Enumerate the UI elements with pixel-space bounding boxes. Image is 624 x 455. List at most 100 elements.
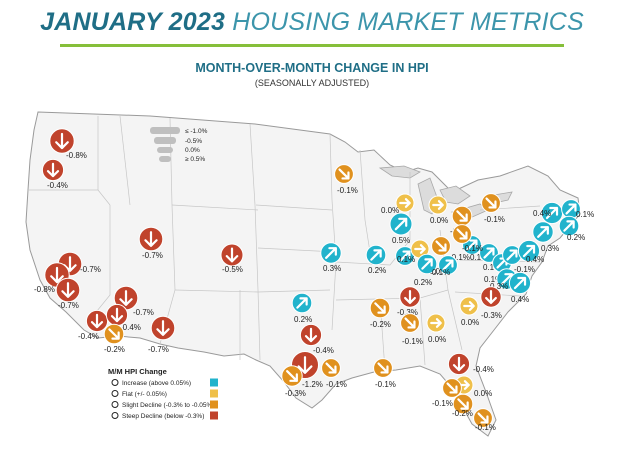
market-value-label: -0.1% <box>475 423 496 432</box>
market-marker <box>321 358 341 378</box>
market-marker <box>426 313 446 333</box>
marker-arrow-icon <box>108 328 120 340</box>
market-value-label: -1.2% <box>302 380 323 389</box>
marker-arrow-icon <box>297 356 313 374</box>
marker-arrow-icon <box>304 327 318 343</box>
legend-item: Steep Decline (below -0.3%) <box>111 411 218 420</box>
market-value-label: 0.1% <box>576 210 594 219</box>
market-marker <box>416 253 438 275</box>
market-value-label: 0.3% <box>541 244 559 253</box>
market-value-label: -0.1% <box>432 399 453 408</box>
market-marker <box>517 239 541 263</box>
market-marker <box>459 296 479 316</box>
legend-item: Increase (above 0.05%) <box>111 378 218 387</box>
market-marker <box>320 242 342 264</box>
market-value-label: 0.2% <box>567 233 585 242</box>
marker-arrow-icon <box>563 220 575 232</box>
marker-arrow-icon <box>463 301 475 311</box>
marker-arrow-icon <box>374 302 386 314</box>
market-marker <box>481 193 501 213</box>
market-marker <box>452 393 474 415</box>
market-value-label: -0.3% <box>481 311 502 320</box>
marker-arrow-icon <box>506 249 518 261</box>
market-value-label: 0.1% <box>484 275 502 284</box>
marker-arrow-icon <box>404 289 416 305</box>
size-legend-label: -0.5% <box>185 138 202 145</box>
market-marker <box>480 286 502 308</box>
marker-arrow-icon <box>338 168 350 180</box>
page-title: JANUARY 2023 HOUSING MARKET METRICS <box>0 8 624 37</box>
marker-arrow-icon <box>485 197 497 209</box>
marker-arrow-icon <box>404 317 416 329</box>
marker-arrow-icon <box>50 266 64 284</box>
market-value-label: -0.3% <box>397 308 418 317</box>
market-value-label: 0.4% <box>533 209 551 218</box>
marker-arrow-icon <box>296 297 308 309</box>
market-marker <box>410 239 430 259</box>
map-subtitle: MONTH-OVER-MONTH CHANGE IN HPI <box>195 61 429 75</box>
legend-swatch <box>210 378 218 387</box>
market-marker <box>334 164 354 184</box>
legend-bullet-icon <box>111 379 119 386</box>
market-value-label: -0.7% <box>80 265 101 274</box>
market-value-label: -0.2% <box>452 409 473 418</box>
market-marker <box>299 323 323 347</box>
market-value-label: 0.0% <box>430 216 448 225</box>
market-value-label: -0.8% <box>34 285 55 294</box>
market-value-label: -0.7% <box>133 308 154 317</box>
market-value-label: -0.4% <box>313 346 334 355</box>
market-markers: -0.8%-0.4%-0.7%-0.5%-0.7%-0.8%-0.7%-0.7%… <box>34 128 594 432</box>
size-legend-label: 0.0% <box>185 147 200 154</box>
market-value-label: -0.1% <box>449 253 470 262</box>
legend-item-label: Steep Decline (below -0.3%) <box>122 413 204 420</box>
market-marker <box>395 193 415 213</box>
market-value-label: -0.4% <box>47 181 68 190</box>
marker-arrow-icon <box>286 370 298 382</box>
market-marker <box>220 243 244 267</box>
market-value-label: -0.5% <box>222 265 243 274</box>
market-value-label: 0.1% <box>483 263 501 272</box>
market-value-label: -0.7% <box>58 301 79 310</box>
market-value-label: 0.0% <box>461 318 479 327</box>
legend-swatch <box>210 400 218 409</box>
title-underline <box>60 44 564 47</box>
market-value-label: 0.0% <box>429 267 447 276</box>
market-value-label: -0.1% <box>484 215 505 224</box>
marker-arrow-icon <box>399 250 411 262</box>
market-marker <box>41 158 65 182</box>
marker-arrow-icon <box>46 162 60 178</box>
market-marker <box>399 286 421 308</box>
market-value-label: -0.1% <box>462 244 483 253</box>
market-value-label: 0.4% <box>526 255 544 264</box>
marker-arrow-icon <box>421 258 433 270</box>
market-value-label: 0.4% <box>511 295 529 304</box>
market-marker <box>473 408 493 428</box>
market-marker <box>105 303 129 327</box>
legend-item-label: Flat (+/- 0.05%) <box>122 391 167 398</box>
marker-arrow-icon <box>394 217 408 231</box>
map-note: (SEASONALLY ADJUSTED) <box>254 78 370 88</box>
marker-arrow-icon <box>565 203 577 215</box>
market-value-label: -0.1% <box>337 186 358 195</box>
market-value-label: 0.2% <box>414 278 432 287</box>
marker-arrow-icon <box>90 313 104 329</box>
legend-item-label: Increase (above 0.05%) <box>122 380 191 387</box>
size-legend-label: ≥ 0.5% <box>185 156 205 163</box>
marker-arrow-icon <box>483 247 495 259</box>
market-marker <box>103 323 125 345</box>
market-marker <box>85 309 109 333</box>
marker-arrow-icon <box>466 239 478 251</box>
market-marker <box>438 255 458 275</box>
market-value-label: 0.3% <box>323 264 341 273</box>
marker-arrow-icon <box>477 412 489 424</box>
legend-title: M/M HPI Change <box>108 367 167 376</box>
market-marker <box>451 205 473 227</box>
size-legend-label: ≤ -1.0% <box>185 128 208 135</box>
legend-bullet-icon <box>111 401 119 408</box>
legend-bullet-icon <box>111 412 119 419</box>
marker-arrow-icon <box>442 259 454 271</box>
legend-swatch <box>210 411 218 420</box>
marker-arrow-icon <box>456 210 468 222</box>
legend-swatch <box>210 389 218 398</box>
marker-arrow-icon <box>55 132 69 150</box>
